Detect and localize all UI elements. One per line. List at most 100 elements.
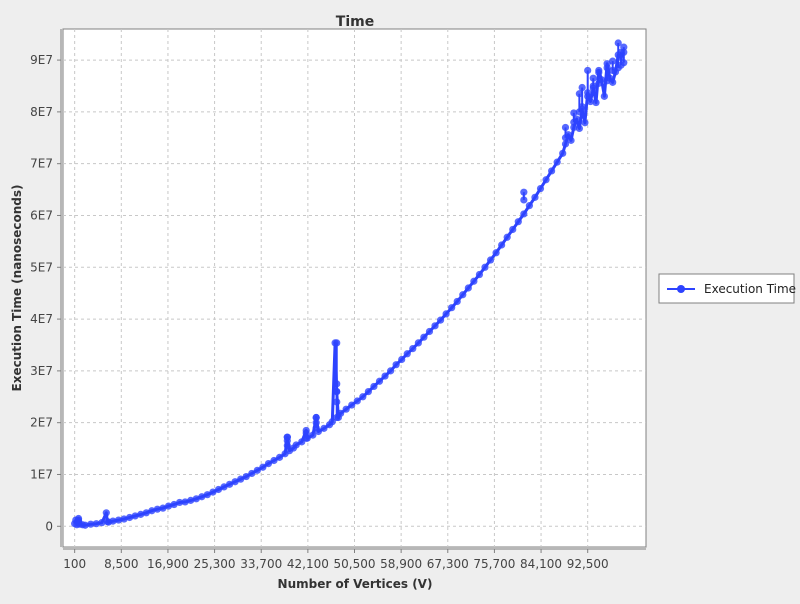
y-tick-label: 6E7 <box>30 208 53 222</box>
data-point <box>333 388 341 396</box>
data-point <box>131 512 139 520</box>
data-point <box>312 419 320 427</box>
data-point <box>74 514 83 523</box>
data-point <box>520 196 528 204</box>
data-point <box>414 339 422 347</box>
data-point <box>561 123 570 132</box>
data-point <box>470 277 478 285</box>
data-point <box>584 89 592 97</box>
data-point <box>589 74 597 82</box>
data-point <box>333 380 341 388</box>
data-layer <box>71 39 628 529</box>
data-point <box>102 509 110 517</box>
data-point <box>259 463 267 471</box>
data-point <box>137 510 145 518</box>
data-point <box>578 83 586 92</box>
x-tick-label: 84,100 <box>520 557 562 571</box>
data-point <box>159 504 167 512</box>
data-point <box>578 105 586 113</box>
data-point <box>386 367 395 375</box>
data-point <box>498 241 506 249</box>
data-point <box>248 469 256 478</box>
data-point <box>597 76 606 84</box>
data-point <box>331 339 339 347</box>
data-point <box>225 480 234 488</box>
y-tick-label: 3E7 <box>30 364 53 378</box>
legend-label-execution-time: Execution Time <box>704 282 796 296</box>
data-point <box>481 263 489 271</box>
data-point <box>176 498 184 507</box>
data-point <box>320 424 328 432</box>
legend-marker <box>677 285 685 293</box>
data-point <box>220 483 228 491</box>
y-axis-label: Execution Time (nanoseconds) <box>10 185 24 392</box>
y-tick-label: 8E7 <box>30 105 53 119</box>
data-point <box>453 297 461 306</box>
data-point <box>603 60 611 68</box>
data-point <box>586 97 595 106</box>
data-point <box>370 382 378 391</box>
data-point <box>442 310 450 318</box>
x-tick-label: 58,900 <box>380 557 422 571</box>
data-point <box>209 488 217 496</box>
x-axis-ticks: 100 8,500 16,900 25,300 33,700 42,100 50,500 58… <box>63 549 609 571</box>
series-execution-time <box>71 39 628 529</box>
data-point <box>231 478 239 486</box>
data-point <box>242 472 250 481</box>
x-tick-label: 42,100 <box>287 557 329 571</box>
data-point <box>148 507 156 515</box>
data-point <box>359 393 367 401</box>
data-point <box>253 466 261 474</box>
data-point <box>564 131 572 139</box>
data-point <box>589 84 597 92</box>
data-point <box>475 270 484 279</box>
data-point <box>409 345 417 353</box>
data-point <box>81 521 89 529</box>
data-point <box>570 109 578 117</box>
data-point <box>620 48 628 56</box>
data-point <box>398 355 406 364</box>
data-point <box>312 413 320 422</box>
data-point <box>364 388 372 396</box>
data-point <box>425 327 434 336</box>
data-point <box>514 218 522 226</box>
data-point <box>109 517 117 525</box>
data-point <box>609 78 617 86</box>
data-point <box>348 401 356 409</box>
data-point <box>164 502 173 510</box>
data-point <box>448 304 456 312</box>
data-point <box>431 322 439 330</box>
data-point <box>492 249 500 257</box>
data-point <box>87 520 95 528</box>
y-tick-label: 1E7 <box>30 467 53 481</box>
data-point <box>303 434 311 442</box>
data-point <box>92 520 100 528</box>
y-tick-label: 5E7 <box>30 260 53 274</box>
data-point <box>333 398 341 406</box>
data-point <box>264 460 273 468</box>
data-point <box>270 456 278 465</box>
data-point <box>609 57 617 65</box>
data-point <box>509 225 517 234</box>
data-point <box>459 291 467 299</box>
data-point <box>567 136 575 144</box>
x-tick-label: 8,500 <box>104 557 138 571</box>
data-point <box>436 316 445 324</box>
chart-title: Time <box>336 14 374 30</box>
data-point <box>153 505 161 513</box>
data-point <box>611 68 620 76</box>
y-tick-label: 7E7 <box>30 157 53 171</box>
x-tick-label: 16,900 <box>147 557 189 571</box>
x-tick-label: 25,300 <box>194 557 236 571</box>
y-tick-label: 2E7 <box>30 416 53 430</box>
data-point <box>187 496 195 504</box>
data-point <box>561 140 570 148</box>
data-point <box>525 202 534 210</box>
data-point <box>575 124 583 133</box>
y-tick-label: 4E7 <box>30 312 53 326</box>
data-point <box>559 149 567 157</box>
data-point <box>214 485 223 494</box>
data-point <box>581 119 589 127</box>
data-point <box>520 210 528 218</box>
